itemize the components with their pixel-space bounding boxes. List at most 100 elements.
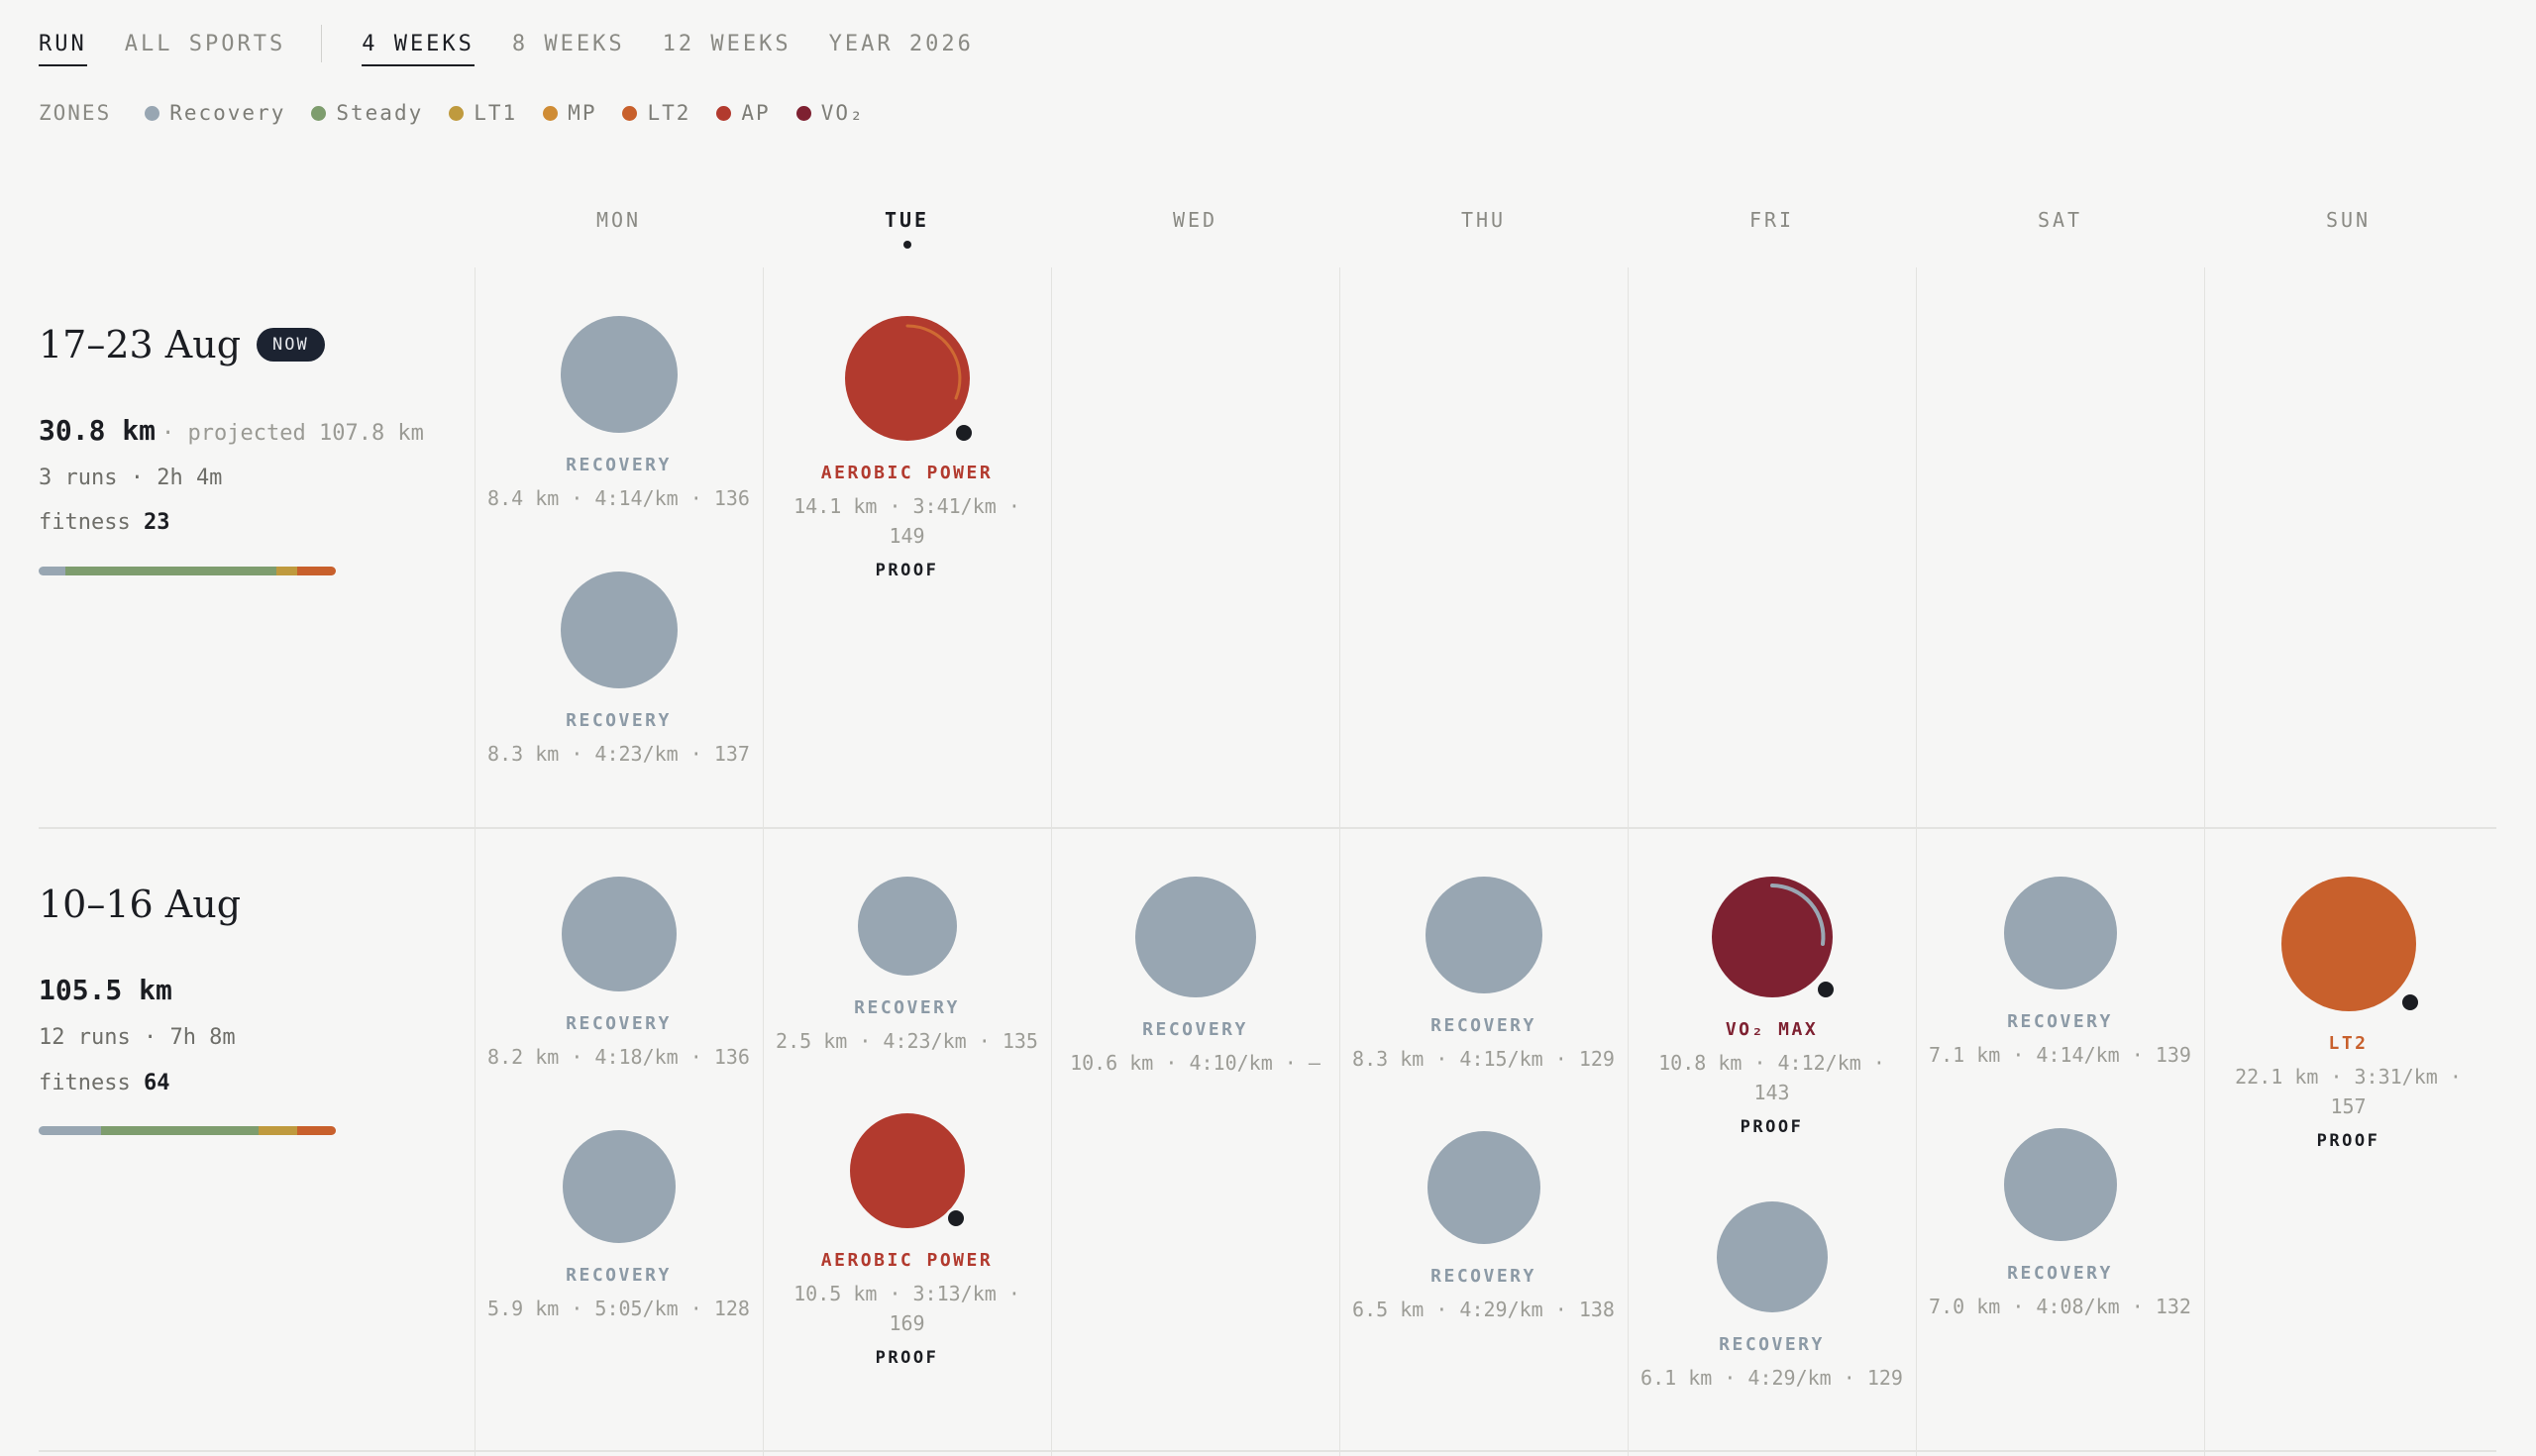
column-divider (763, 267, 764, 1456)
tab-12-weeks[interactable]: 12 WEEKS (662, 31, 792, 56)
workout-card[interactable]: RECOVERY 7.0 km · 4:08/km · 132 (1916, 1128, 2204, 1321)
workout-stats: 14.1 km · 3:41/km · 149 (793, 494, 1020, 548)
zone-mp[interactable]: MP (543, 101, 596, 125)
zone-lt2[interactable]: LT2 (622, 101, 690, 125)
zone-dot-icon (449, 105, 465, 121)
workout-stats: 22.1 km · 3:31/km · 157 (2235, 1065, 2462, 1118)
workout-type: LT2 (2328, 1033, 2369, 1054)
column-divider (1628, 267, 1629, 1456)
proof-tag: PROOF (875, 561, 939, 580)
now-badge: NOW (257, 328, 325, 362)
week-title: 17–23 Aug NOW (39, 323, 325, 366)
workout-card[interactable]: RECOVERY 8.3 km · 4:23/km · 137 (475, 572, 763, 769)
completed-marker-icon (2398, 991, 2421, 1013)
workout-bubble (2003, 1128, 2117, 1241)
workout-bubble (561, 877, 677, 991)
workout-stats: 2.5 km · 4:23/km · 135 (776, 1029, 1038, 1053)
zone-lt1[interactable]: LT1 (449, 101, 517, 125)
zone-share-steady (65, 567, 276, 575)
workout-card[interactable]: RECOVERY 2.5 km · 4:23/km · 135 (763, 877, 1051, 1056)
workout-stats: 7.1 km · 4:14/km · 139 (1929, 1043, 2191, 1067)
workout-stats: 10.5 km · 3:13/km · 169 (793, 1282, 1020, 1335)
tab-8-weeks[interactable]: 8 WEEKS (511, 31, 625, 56)
day-header-fri: FRI (1748, 208, 1795, 232)
week-fitness: fitness 23 (39, 510, 170, 535)
day-header-thu: THU (1460, 208, 1507, 232)
workout-card[interactable]: RECOVERY 8.4 km · 4:14/km · 136 (475, 316, 763, 513)
workout-stats: 10.8 km · 4:12/km · 143 (1658, 1051, 1885, 1104)
day-header-sun: SUN (2325, 208, 2372, 232)
tab-4-weeks[interactable]: 4 WEEKS (362, 32, 475, 66)
workout-bubble (1425, 877, 1542, 993)
proof-tag: PROOF (875, 1348, 939, 1368)
column-divider (1916, 267, 1917, 1456)
zone-share-lt1 (276, 567, 297, 575)
zone-vo2[interactable]: VO₂ (795, 101, 865, 125)
zone-dot-icon (622, 105, 638, 121)
workout-type: RECOVERY (1430, 1266, 1536, 1287)
workout-card[interactable]: RECOVERY 6.1 km · 4:29/km · 129 (1628, 1201, 1916, 1393)
workout-stats: 6.5 km · 4:29/km · 138 (1352, 1298, 1615, 1321)
zone-recovery[interactable]: Recovery (145, 101, 285, 125)
zones-legend: ZONES Recovery Steady LT1 MP LT2 AP VO₂ (39, 101, 891, 125)
zone-distribution-bar (39, 567, 336, 575)
workout-type: RECOVERY (566, 710, 672, 731)
workout-type: AEROBIC POWER (820, 1250, 994, 1271)
workout-card[interactable]: RECOVERY 8.3 km · 4:15/km · 129 (1339, 877, 1628, 1074)
zone-dot-icon (795, 105, 811, 121)
workout-card[interactable]: RECOVERY 8.2 km · 4:18/km · 136 (475, 877, 763, 1072)
column-divider (1051, 267, 1052, 1456)
tab-run[interactable]: RUN (39, 32, 87, 66)
day-header-sat: SAT (2037, 208, 2083, 232)
workout-bubble (1134, 877, 1256, 997)
workout-stats: 5.9 km · 5:05/km · 128 (487, 1297, 750, 1320)
workout-type: RECOVERY (566, 1013, 672, 1034)
week-runs: 12 runs · 7h 8m (39, 1025, 236, 1050)
workout-bubble (849, 1113, 967, 1229)
day-header-tue: TUE (884, 208, 930, 232)
top-nav: RUN ALL SPORTS 4 WEEKS 8 WEEKS 12 WEEKS … (39, 24, 1011, 66)
workout-stats: 6.1 km · 4:29/km · 129 (1640, 1366, 1903, 1390)
workout-type: RECOVERY (2007, 1011, 2113, 1032)
workout-stats: 8.3 km · 4:15/km · 129 (1352, 1047, 1615, 1071)
column-divider (475, 267, 476, 1456)
workout-card[interactable]: AEROBIC POWER 10.5 km · 3:13/km · 169 PR… (763, 1113, 1051, 1368)
progress-arc-icon (1769, 884, 1825, 946)
zone-dot-icon (716, 105, 732, 121)
workout-card[interactable]: VO₂ MAX 10.8 km · 4:12/km · 143 PROOF (1628, 877, 1916, 1137)
zone-steady[interactable]: Steady (311, 101, 423, 125)
zone-distribution-bar (39, 1126, 336, 1135)
completed-marker-icon (1814, 979, 1837, 1000)
week-runs: 3 runs · 2h 4m (39, 466, 223, 490)
workout-bubble (857, 877, 957, 976)
progress-arc-icon (905, 324, 961, 400)
zone-ap[interactable]: AP (716, 101, 770, 125)
week-title: 10–16 Aug (39, 883, 242, 926)
completed-marker-icon (944, 1207, 967, 1229)
completed-marker-icon (952, 422, 975, 444)
workout-card[interactable]: AEROBIC POWER 14.1 km · 3:41/km · 149 PR… (763, 316, 1051, 580)
tab-year[interactable]: YEAR 2026 (828, 31, 974, 56)
workout-bubble (2003, 877, 2117, 989)
workout-stats: 7.0 km · 4:08/km · 132 (1929, 1295, 2191, 1318)
workout-type: RECOVERY (1142, 1019, 1248, 1040)
zone-share-recovery (39, 567, 65, 575)
workout-card[interactable]: RECOVERY 7.1 km · 4:14/km · 139 (1916, 877, 2204, 1070)
workout-card[interactable]: RECOVERY 5.9 km · 5:05/km · 128 (475, 1130, 763, 1323)
week-projected: · projected 107.8 km (161, 421, 424, 446)
workout-bubble (562, 1130, 676, 1243)
week-divider (39, 827, 2496, 829)
workout-bubble (2280, 877, 2421, 1013)
week-distance: 30.8 km · projected 107.8 km (39, 414, 424, 447)
workout-card[interactable]: RECOVERY 10.6 km · 4:10/km · – (1051, 877, 1339, 1078)
workout-card[interactable]: RECOVERY 6.5 km · 4:29/km · 138 (1339, 1131, 1628, 1324)
workout-stats: 10.6 km · 4:10/km · – (1070, 1051, 1321, 1075)
zone-share-steady (101, 1126, 259, 1135)
workout-bubble (1426, 1131, 1540, 1244)
nav-divider (321, 25, 323, 62)
tab-all-sports[interactable]: ALL SPORTS (124, 31, 286, 56)
workout-bubble (560, 316, 678, 433)
workout-stats: 8.4 km · 4:14/km · 136 (487, 486, 750, 510)
workout-type: RECOVERY (2007, 1263, 2113, 1284)
workout-card[interactable]: LT2 22.1 km · 3:31/km · 157 PROOF (2204, 877, 2492, 1151)
